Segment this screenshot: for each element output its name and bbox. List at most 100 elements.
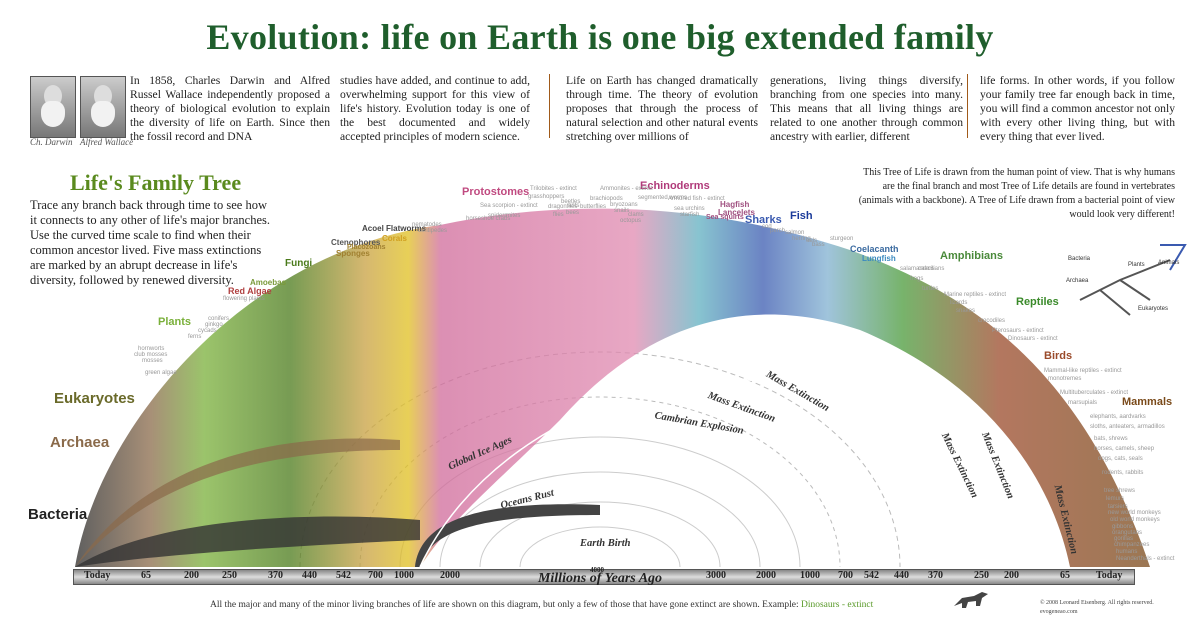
column-divider [967, 74, 968, 138]
copyright-line: © 2008 Leonard Eisenberg. All rights res… [1040, 600, 1154, 606]
label-mammal-like-reptiles: Mammal-like reptiles - extinct [1044, 368, 1122, 374]
label-cod: cod [762, 224, 772, 230]
time-tick: 2000 [756, 570, 776, 581]
darwin-signature: Ch. Darwin [30, 137, 73, 147]
time-tick: 65 [1060, 570, 1070, 581]
label-dogs: dogs, cats, seals [1098, 456, 1143, 462]
label-red-algae: Red Algae [228, 286, 272, 296]
label-chimpanzees: chimpanzees [1114, 542, 1150, 548]
inset-eukaryotes-label: Eukaryotes [1138, 306, 1169, 312]
copyright-site: evogeneao.com [1040, 609, 1078, 615]
point-of-view-note: This Tree of Life is drawn from the huma… [858, 167, 1175, 220]
label-monotremes: monotremes [1048, 376, 1082, 382]
inset-plants-label: Plants [1128, 262, 1145, 268]
tree-fan [75, 208, 1150, 567]
label-hornworts: hornworts [138, 346, 165, 352]
label-sponges: Sponges [336, 249, 370, 258]
label-caecilians: caecilians [918, 266, 945, 272]
intro-column-2: studies have added, and continue to add,… [340, 74, 530, 143]
wallace-signature: Alfred Wallace [80, 137, 134, 147]
label-nematodes: nematodes [412, 222, 442, 228]
label-green-algae: green algae [145, 370, 177, 376]
label-starfish: starfish [680, 212, 700, 218]
label-dinosaurs: Dinosaurs - extinct [1008, 336, 1058, 342]
label-sea-squirts: Sea squirts [706, 214, 744, 221]
label-snails: snails [614, 208, 630, 214]
label-butterflies: butterflies [580, 204, 607, 210]
label-salamanders: salamanders [900, 266, 935, 272]
label-sturgeon: sturgeon [830, 236, 854, 242]
label-neanderthals: Neanderthals - extinct [1116, 556, 1175, 562]
copyright: © 2008 Leonard Eisenberg. All rights res… [1040, 599, 1154, 617]
label-sea-scorpion: Sea scorpion - extinct [480, 203, 538, 209]
label-gorillas: gorillas [1114, 536, 1134, 542]
inner-ring-outline [419, 378, 961, 568]
label-gibbons: gibbons [1112, 524, 1134, 530]
time-tick: 1000 [800, 570, 820, 581]
label-lungfish: Lungfish [862, 254, 896, 263]
trunk [415, 504, 600, 567]
label-spiders: spiders [488, 213, 508, 219]
time-tick: 250 [222, 570, 237, 581]
label-bass: bass [812, 242, 825, 248]
label-dragonflies: dragonflies [548, 204, 578, 210]
label-sea-urchins: sea urchins [674, 206, 705, 212]
time-tick: 1000 [394, 570, 414, 581]
label-ctenophores: Ctenophores [331, 238, 381, 247]
inset-bacteria-label: Bacteria [1068, 256, 1091, 262]
intro-column-5: life forms. In other words, if you follo… [980, 74, 1175, 143]
intro-column-4: generations, living things diversify, br… [770, 74, 963, 143]
label-ferns: ferns [188, 334, 202, 340]
label-fungi: Fungi [285, 258, 313, 269]
time-tick: 370 [928, 570, 943, 581]
label-cycads: cycads [198, 328, 217, 334]
label-perch: perch [770, 228, 786, 234]
label-bats: bats, shrews [1094, 436, 1128, 442]
label-old-world-monkeys: old world monkeys [1110, 517, 1160, 523]
label-rodents: rodents, rabbits [1102, 470, 1144, 476]
darwin-portrait [30, 76, 76, 138]
label-eukaryotes: Eukaryotes [54, 390, 135, 407]
label-echinoderms: Echinoderms [640, 180, 710, 192]
label-flies: flies [553, 212, 564, 218]
label-protostomes: Protostomes [462, 186, 530, 198]
label-centipedes: centipedes [418, 228, 448, 234]
label-bryozoans: bryozoans [610, 202, 638, 208]
label-lancelets: Lancelets [718, 208, 755, 217]
label-elephants: elephants, aardvarks [1090, 414, 1146, 420]
time-tick: 2000 [440, 570, 460, 581]
label-amphibians: Amphibians [940, 250, 1003, 262]
label-lemurs: lemurs [1106, 496, 1125, 502]
time-tick: 440 [894, 570, 909, 581]
label-corals: Corals [382, 234, 407, 243]
label-archaea: Archaea [50, 434, 110, 451]
wallace-portrait [80, 76, 126, 138]
label-club-mosses: club mosses [134, 352, 168, 358]
archaea-branch [75, 438, 400, 567]
label-amoebas: Amoebas [250, 278, 287, 287]
time-tick: 200 [184, 570, 199, 581]
label-horseshoe-crabs: horseshoe crabs [466, 216, 511, 222]
label-ammonites: Ammonites - extinct [600, 186, 653, 192]
family-tree-description: Trace any branch back through time to se… [30, 198, 271, 287]
column-divider [549, 74, 550, 138]
intro-column-3: Life on Earth has changed dramatically t… [566, 74, 758, 143]
label-herring: herring [792, 236, 811, 242]
label-armored-fish: Armored fish - extinct [668, 196, 725, 202]
label-segmented-worms: segmented worms [638, 195, 688, 201]
time-scale-bar [73, 569, 1135, 585]
label-beetles: beetles [561, 199, 581, 205]
label-turtles: turtles [922, 286, 939, 292]
label-orangutans: orangutans [1112, 530, 1143, 536]
event-earth-birth: Earth Birth [580, 538, 631, 549]
label-multituberculates: Multituberculates - extinct [1060, 390, 1129, 396]
label-sharks: Sharks [745, 214, 782, 226]
label-birds: Birds [1044, 350, 1073, 362]
label-bees: bees [566, 210, 580, 216]
label-grasshoppers: grasshoppers [528, 194, 565, 200]
time-tick: 370 [268, 570, 283, 581]
label-lizards: lizards [950, 300, 968, 306]
label-mosses: mosses [142, 358, 163, 364]
time-tick: 542 [336, 570, 351, 581]
